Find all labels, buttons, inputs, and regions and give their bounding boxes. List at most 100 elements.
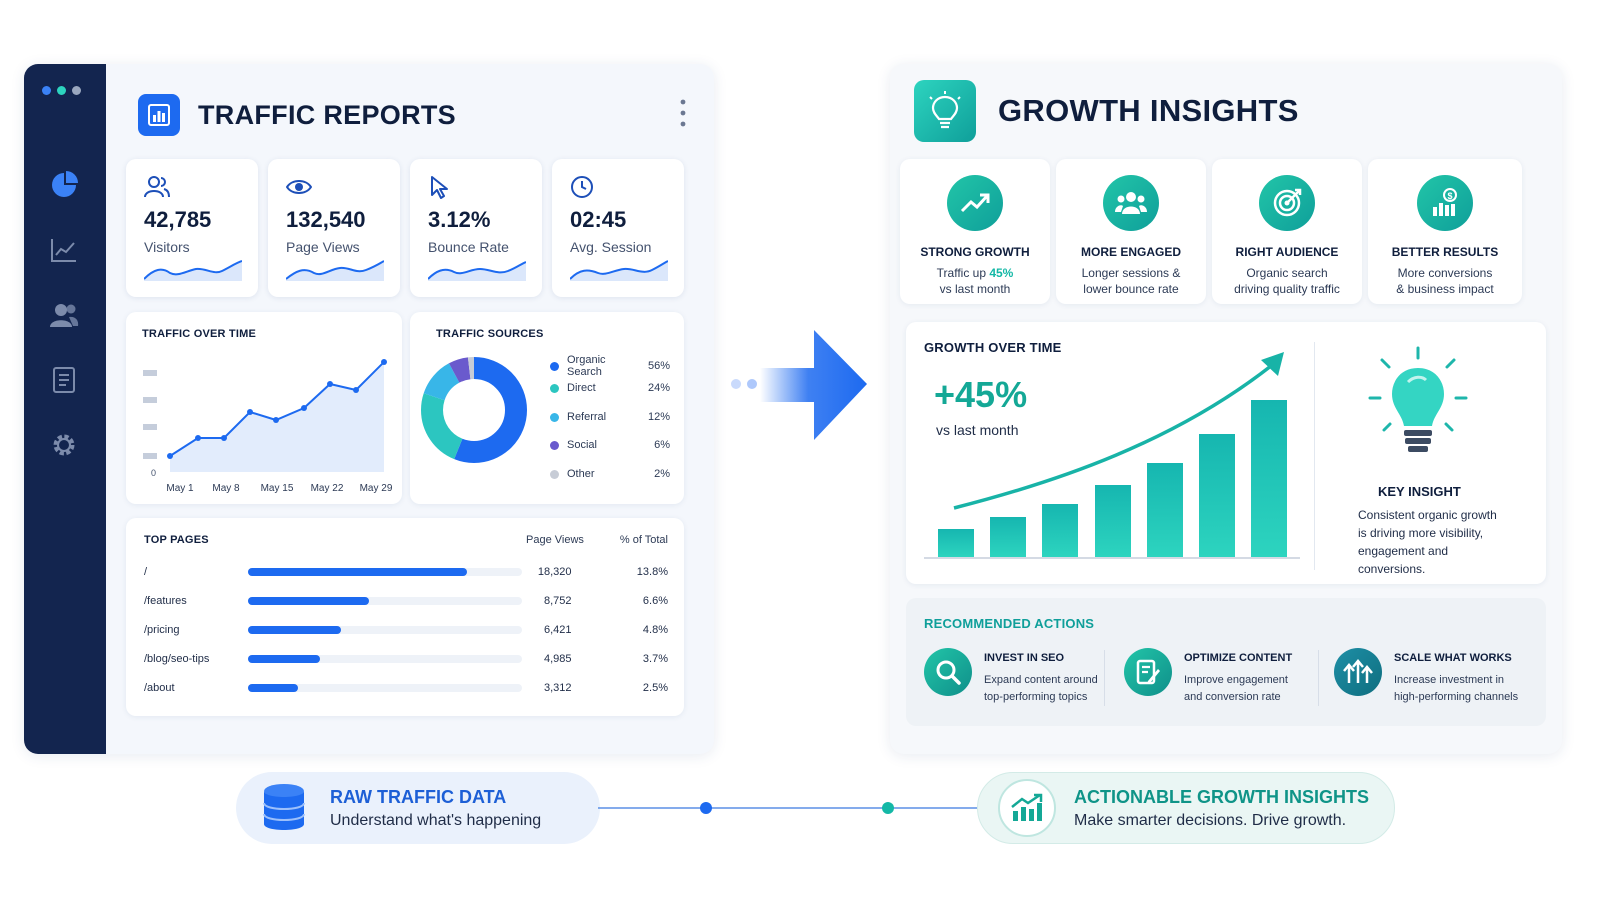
panel-header: TRAFFIC REPORTS: [138, 94, 456, 136]
pill-title: RAW TRAFFIC DATA: [330, 786, 507, 807]
group-icon: [1103, 175, 1159, 231]
scale-up-icon: [1334, 648, 1382, 696]
insight-card-right-audience[interactable]: RIGHT AUDIENCE Organic search driving qua…: [1212, 159, 1362, 304]
top-pages-card: TOP PAGES Page Views % of Total /18,320 1…: [126, 518, 684, 716]
insight-heading: BETTER RESULTS: [1391, 245, 1499, 259]
pill-subtitle: Understand what's happening: [330, 811, 542, 829]
action-invest-seo[interactable]: INVEST IN SEO Expand content around top-pe…: [924, 648, 1098, 710]
insight-heading: RIGHT AUDIENCE: [1235, 245, 1339, 259]
growth-over-time-card: GROWTH OVER TIME +45% vs last month: [906, 322, 1546, 584]
growth-chart-icon: [998, 779, 1056, 837]
growth-sub: vs last month: [936, 422, 1019, 438]
window-dots: [42, 86, 81, 95]
pie-chart-icon[interactable]: [46, 167, 82, 203]
card-title: TOP PAGES: [144, 534, 209, 546]
gear-icon[interactable]: [46, 427, 82, 463]
legend-item: Organic Search 56%: [550, 354, 670, 378]
trending-up-icon: [947, 175, 1003, 231]
dollar-chart-icon: $: [1417, 175, 1473, 231]
sidebar: [24, 64, 106, 754]
database-icon: [260, 782, 308, 834]
legend-item: Social 6%: [550, 439, 670, 451]
card-title: TRAFFIC SOURCES: [436, 328, 544, 340]
kpi-bounce-rate[interactable]: 3.12% Bounce Rate: [410, 159, 542, 297]
cursor-icon: [428, 175, 454, 201]
kpi-label: Bounce Rate: [428, 239, 509, 255]
x-tick-label: May 1: [166, 483, 194, 494]
insight-text: Traffic up 45% vs last month: [936, 266, 1014, 296]
divider: [1318, 650, 1319, 706]
document-icon[interactable]: [46, 362, 82, 398]
bar-chart-icon: [138, 94, 180, 136]
lightbulb-icon: [914, 80, 976, 142]
insight-text: More conversions & business impact: [1396, 266, 1494, 296]
insight-card-strong-growth[interactable]: STRONG GROWTH Traffic up 45% vs last mont…: [900, 159, 1050, 304]
card-title: RECOMMENDED ACTIONS: [924, 616, 1095, 631]
x-tick-label: May 29: [360, 483, 393, 494]
search-icon: [924, 648, 972, 696]
col-header-pct: % of Total: [619, 534, 668, 546]
reports-main: TRAFFIC REPORTS 42,785 Visitors 132,540 …: [106, 64, 714, 754]
key-insight-text: Consistent organic growth is driving mor…: [1358, 508, 1497, 576]
traffic-reports-panel: TRAFFIC REPORTS 42,785 Visitors 132,540 …: [24, 64, 714, 754]
insight-text: Organic search driving quality traffic: [1234, 266, 1340, 296]
panel-header: GROWTH INSIGHTS: [914, 80, 1299, 142]
sparkline: [286, 260, 384, 281]
insight-card-more-engaged[interactable]: MORE ENGAGED Longer sessions & lower boun…: [1056, 159, 1206, 304]
line-chart-icon[interactable]: [46, 232, 82, 268]
kpi-visitors[interactable]: 42,785 Visitors: [126, 159, 258, 297]
kpi-label: Page Views: [286, 239, 360, 255]
users-icon[interactable]: [46, 297, 82, 333]
eye-icon: [285, 175, 313, 201]
actionable-insights-pill: ACTIONABLE GROWTH INSIGHTS Make smarter …: [977, 772, 1395, 844]
action-optimize-content[interactable]: OPTIMIZE CONTENT Improve engagement and co…: [1124, 648, 1292, 710]
table-row[interactable]: /features 8,752 6.6%: [144, 595, 668, 607]
kpi-avg-session[interactable]: 02:45 Avg. Session: [552, 159, 684, 297]
kpi-label: Avg. Session: [570, 239, 652, 255]
legend-item: Direct 24%: [550, 382, 670, 394]
table-row[interactable]: /blog/seo-tips 4,985 3.7%: [144, 653, 668, 665]
kpi-value: 02:45: [570, 207, 627, 232]
transform-arrow: [722, 330, 872, 450]
traffic-sources-donut: [421, 357, 527, 463]
insight-card-better-results[interactable]: $ BETTER RESULTS More conversions & busin…: [1368, 159, 1522, 304]
growth-bar-chart: [924, 352, 1300, 559]
divider: [1104, 650, 1105, 706]
x-tick-label: May 22: [311, 483, 344, 494]
pill-subtitle: Make smarter decisions. Drive growth.: [1074, 811, 1347, 829]
x-tick-label: May 8: [212, 483, 240, 494]
kpi-page-views[interactable]: 132,540 Page Views: [268, 159, 400, 297]
more-options-icon[interactable]: [680, 98, 686, 128]
panel-title: TRAFFIC REPORTS: [198, 99, 456, 130]
sparkline: [570, 260, 668, 281]
connector-line: [598, 802, 978, 814]
table-row[interactable]: /pricing 6,421 4.8%: [144, 624, 668, 636]
growth-insights-panel: GROWTH INSIGHTS STRONG GROWTH Traffic up…: [890, 64, 1562, 754]
edit-doc-icon: [1124, 648, 1172, 696]
x-tick-label: May 15: [261, 483, 294, 494]
card-title: GROWTH OVER TIME: [924, 340, 1062, 355]
target-icon: [1259, 175, 1315, 231]
sparkline: [428, 261, 526, 281]
lightbulb-icon: [1368, 346, 1468, 471]
action-scale-what-works[interactable]: SCALE WHAT WORKS Increase investment in hi…: [1334, 648, 1518, 710]
recommended-actions-card: RECOMMENDED ACTIONS INVEST IN SEO Expand …: [906, 598, 1546, 726]
kpi-value: 132,540: [286, 207, 366, 232]
legend-item: Other 2%: [550, 468, 670, 480]
table-row[interactable]: /about 3,312 2.5%: [144, 682, 668, 694]
clock-icon: [570, 175, 596, 201]
kpi-label: Visitors: [144, 239, 190, 255]
key-insight-heading: KEY INSIGHT: [1378, 484, 1461, 499]
kpi-value: 3.12%: [428, 207, 491, 232]
pill-title: ACTIONABLE GROWTH INSIGHTS: [1074, 786, 1369, 807]
growth-value: +45%: [934, 374, 1028, 415]
table-row[interactable]: /18,320 13.8%: [144, 566, 668, 578]
y-axis-zero-label: 0: [151, 468, 156, 478]
traffic-sources-card: TRAFFIC SOURCES Organic Search 56% Direct…: [410, 312, 684, 504]
kpi-value: 42,785: [144, 207, 212, 232]
divider: [1314, 342, 1315, 570]
legend-item: Referral 12%: [550, 411, 670, 423]
panel-title: GROWTH INSIGHTS: [998, 93, 1299, 128]
card-title: TRAFFIC OVER TIME: [142, 328, 257, 340]
insight-text: Longer sessions & lower bounce rate: [1081, 266, 1181, 296]
